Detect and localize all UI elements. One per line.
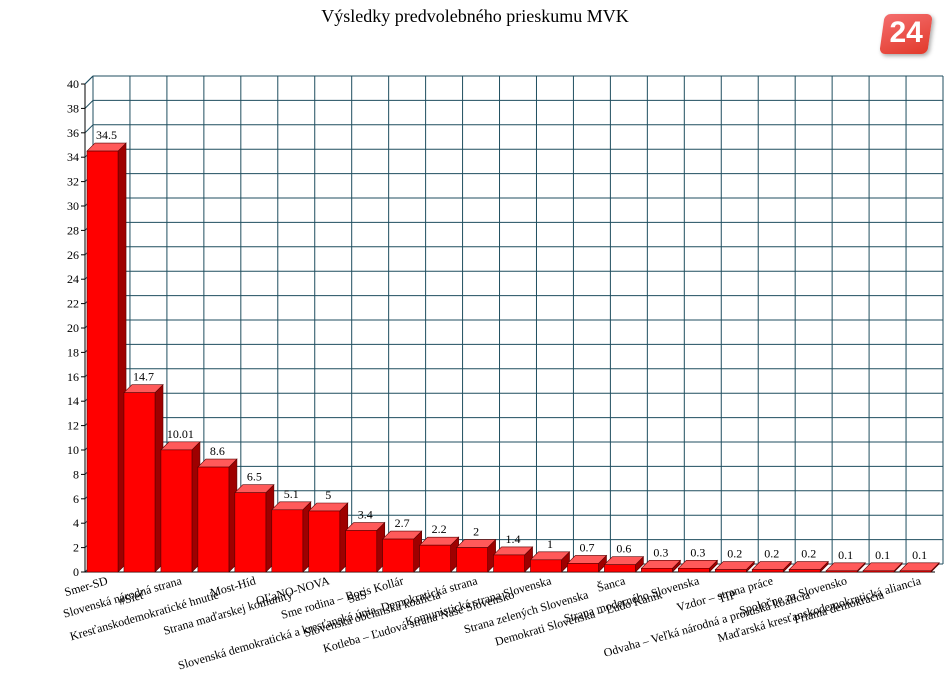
y-tick-label: 28 — [67, 223, 79, 237]
data-label: 2.2 — [432, 522, 447, 536]
bar — [308, 502, 349, 573]
data-label: 2.7 — [395, 516, 410, 530]
data-label: 8.6 — [210, 444, 225, 458]
value-labels: 34.5 14.7 10.01 8.6 6.5 5.1 5 3.4 2.7 2.2 2 1.4 1 0.7… — [96, 128, 927, 562]
y-tick-label: 14 — [67, 394, 79, 408]
y-tick-label: 10 — [67, 443, 79, 457]
data-label: 0.2 — [727, 547, 742, 561]
y-tick-label: 26 — [67, 248, 79, 262]
data-label: 0.7 — [579, 540, 594, 554]
bar — [714, 560, 756, 573]
x-tick-label: Šanca — [595, 573, 627, 595]
bar — [492, 546, 534, 573]
bars — [86, 142, 940, 573]
bar — [640, 559, 682, 573]
y-tick-label: 6 — [73, 492, 79, 506]
grid-line-side — [84, 124, 94, 134]
data-label: 1 — [547, 537, 553, 551]
y-tick-label: 16 — [67, 370, 79, 384]
y-tick-label: 36 — [67, 126, 79, 140]
y-tick-label: 38 — [67, 101, 79, 115]
y-tick-label: 34 — [67, 150, 79, 164]
grid-line-side — [84, 100, 94, 109]
data-label: 6.5 — [247, 470, 262, 484]
y-tick-label: 8 — [73, 467, 79, 481]
bar — [271, 501, 312, 573]
chart-title: Výsledky predvolebného prieskumu MVK — [321, 6, 629, 26]
data-label: 0.1 — [912, 548, 927, 562]
y-tick-label: 22 — [67, 297, 79, 311]
data-label: 14.7 — [133, 370, 154, 384]
data-label: 0.1 — [838, 548, 853, 562]
y-tick-label: 24 — [67, 272, 79, 286]
x-tick-label: Most-Híd — [208, 573, 257, 599]
bar — [418, 536, 460, 573]
x-tick-label: TIP — [716, 587, 737, 606]
data-label: 3.4 — [358, 508, 373, 522]
bar — [825, 562, 866, 573]
bar — [751, 560, 792, 573]
data-label: 0.2 — [764, 547, 779, 561]
bar — [862, 562, 903, 573]
y-tick-label: 4 — [73, 516, 79, 530]
y-tick-label: 40 — [67, 77, 79, 91]
data-label: 10.01 — [167, 427, 194, 441]
data-label: 0.3 — [690, 545, 705, 559]
data-label: 0.3 — [653, 545, 668, 559]
bar — [160, 441, 201, 573]
bar — [197, 458, 238, 573]
data-label: 5 — [325, 488, 331, 502]
data-label: 2 — [473, 525, 479, 539]
y-tick-label: 20 — [67, 321, 79, 335]
bar — [677, 559, 719, 573]
bar — [344, 521, 386, 573]
data-label: 5.1 — [284, 487, 299, 501]
bar — [381, 530, 423, 573]
data-label: 0.1 — [875, 548, 890, 562]
y-tick-label: 0 — [73, 565, 79, 579]
y-tick-label: 2 — [73, 541, 79, 555]
grid — [84, 75, 944, 573]
bar — [566, 554, 608, 573]
data-label: 34.5 — [96, 128, 117, 142]
data-label: 0.2 — [801, 547, 816, 561]
data-label: 0.6 — [616, 542, 631, 556]
data-label: 1.4 — [506, 532, 521, 546]
bar — [455, 538, 497, 573]
bar — [899, 562, 940, 573]
axis-depth-line — [84, 75, 94, 85]
y-tick-label: 32 — [67, 175, 79, 189]
bar — [603, 555, 645, 573]
bar — [529, 551, 571, 573]
y-tick-label: 12 — [67, 419, 79, 433]
y-tick-label: 30 — [67, 199, 79, 213]
bar — [788, 560, 829, 573]
bar — [234, 483, 275, 573]
bar — [123, 383, 164, 573]
x-tick-label: SaS — [346, 587, 368, 606]
bar — [86, 142, 127, 573]
y-tick-label: 18 — [67, 345, 79, 359]
